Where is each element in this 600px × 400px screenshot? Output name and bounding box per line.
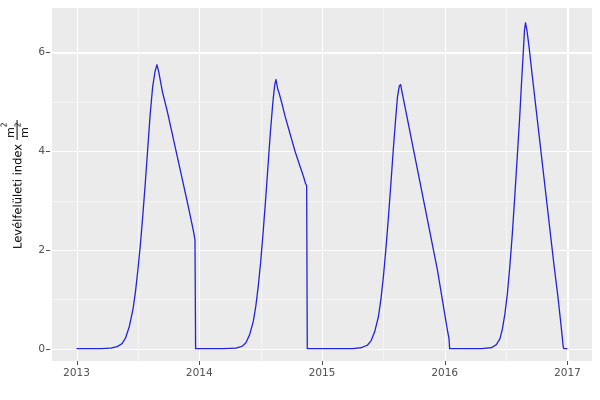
x-tick-label-2015: 2015 [308, 367, 336, 379]
x-tick-mark [322, 361, 323, 365]
x-tick-label-2017: 2017 [554, 367, 581, 379]
gridline-x-2017 [567, 8, 569, 361]
x-tick-mark [444, 361, 446, 365]
y-tick-label-2: 2 [38, 243, 45, 256]
gridline-minor-x [506, 8, 507, 361]
gridline-x-2015 [322, 8, 324, 361]
gridline-x-2013 [76, 8, 78, 361]
x-tick-label-2016: 2016 [431, 367, 459, 379]
x-tick-label-2013: 2013 [63, 367, 90, 379]
y-tick-mark [46, 249, 50, 251]
gridline-x-2016 [444, 8, 446, 361]
x-tick-mark [76, 361, 78, 365]
y-tick-mark [46, 348, 50, 350]
y-axis-tick-labels: 0 2 4 6 [0, 0, 50, 400]
x-tick-label-2014: 2014 [185, 367, 213, 379]
x-tick-mark [567, 361, 569, 365]
gridline-minor-x [260, 8, 262, 361]
gridline-minor-x [383, 8, 385, 361]
gridline-x-2014 [199, 8, 201, 361]
y-tick-label-6: 6 [38, 46, 45, 59]
y-tick-label-0: 0 [38, 342, 45, 355]
y-tick-mark [46, 52, 50, 54]
data-series-layer [76, 22, 568, 350]
y-tick-mark [46, 151, 50, 153]
plot-panel [52, 8, 592, 361]
gridline-minor-x [137, 8, 139, 361]
x-tick-mark [199, 361, 201, 365]
y-tick-label-4: 4 [38, 145, 45, 158]
x-axis: 2013 2014 2015 2016 2017 [52, 361, 592, 391]
series-line-levelfeluleti-index [76, 22, 568, 350]
